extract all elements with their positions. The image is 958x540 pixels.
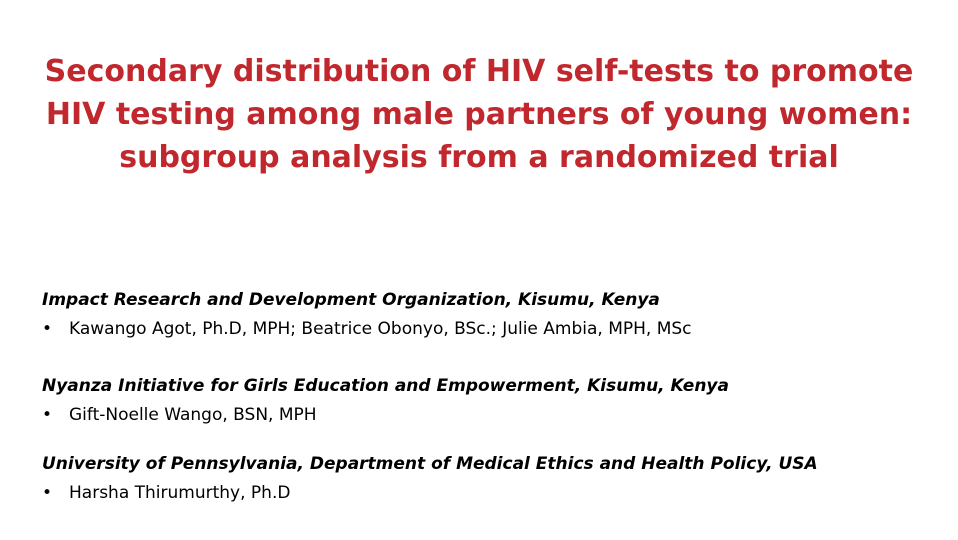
authors: Kawango Agot, Ph.D, MPH; Beatrice Obonyo… bbox=[42, 315, 942, 344]
title-line: HIV testing among male partners of young… bbox=[45, 97, 913, 132]
organization: Impact Research and Development Organiza… bbox=[42, 290, 660, 310]
title: Secondary distribution of HIV self-tests… bbox=[20, 50, 938, 179]
authors: Harsha Thirumurthy, Ph.D bbox=[42, 479, 942, 508]
affiliation: Nyanza Initiative for Girls Education an… bbox=[42, 372, 942, 430]
title-line: subgroup analysis from a randomized tria… bbox=[119, 140, 839, 175]
title-line: Secondary distribution of HIV self-tests… bbox=[44, 54, 914, 89]
affiliation: University of Pennsylvania, Department o… bbox=[42, 450, 942, 508]
organization: University of Pennsylvania, Department o… bbox=[42, 454, 818, 474]
authors: Gift-Noelle Wango, BSN, MPH bbox=[42, 401, 942, 430]
organization: Nyanza Initiative for Girls Education an… bbox=[42, 376, 729, 396]
affiliation: Impact Research and Development Organiza… bbox=[42, 286, 942, 344]
